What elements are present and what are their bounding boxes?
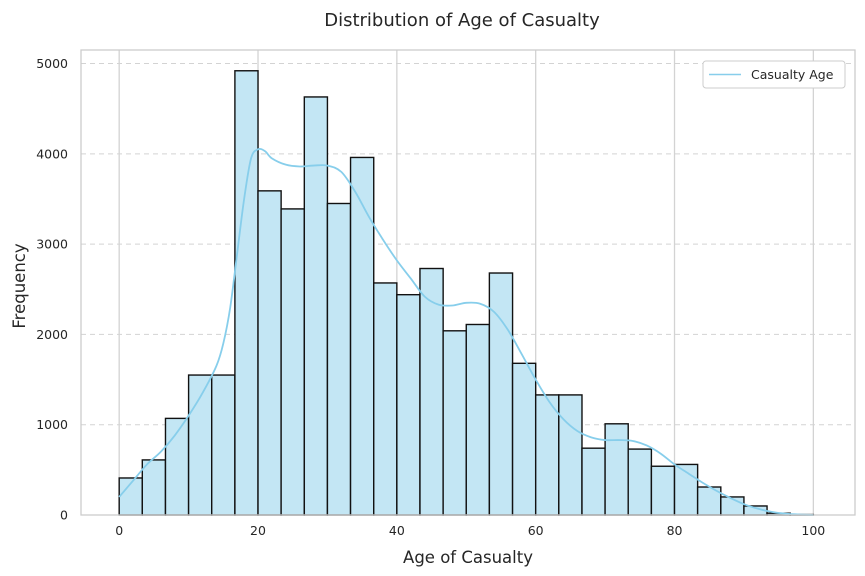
histogram-bar (488, 272, 514, 516)
histogram-bar (534, 394, 560, 516)
histogram-bar (373, 282, 398, 516)
histogram-bar (604, 423, 629, 516)
x-tick-label: 0 (115, 523, 123, 538)
x-tick-label: 60 (528, 523, 544, 538)
kde-line-casualty-age (118, 147, 814, 516)
histogram-bar (349, 156, 375, 516)
x-tick-label: 80 (667, 523, 683, 538)
histogram-bar (511, 362, 537, 516)
x-axis-label: Age of Casualty (403, 548, 533, 567)
y-tick-label: 0 (60, 508, 68, 523)
histogram-bar (211, 374, 236, 516)
histogram-bar (558, 394, 583, 516)
y-axis-label: Frequency (10, 243, 29, 328)
histogram-bar (280, 208, 306, 516)
histogram-bar (303, 96, 329, 516)
y-tick-label: 3000 (36, 237, 68, 252)
histogram-bar (442, 330, 467, 516)
plot-frame (80, 49, 856, 516)
y-tick-labels: 0 1000 2000 3000 4000 5000 (36, 56, 68, 522)
x-tick-label: 20 (250, 523, 266, 538)
histogram-bar (465, 323, 491, 516)
histogram-bar (141, 459, 167, 516)
histogram-bar (581, 447, 606, 516)
y-tick-label: 2000 (36, 327, 68, 342)
x-tick-label: 40 (389, 523, 405, 538)
y-tick-label: 5000 (36, 56, 68, 71)
chart-title: Distribution of Age of Casualty (324, 10, 600, 31)
histogram-bar (627, 448, 653, 516)
legend-box (702, 60, 846, 89)
legend-label-casualty-age: Casualty Age (751, 67, 834, 82)
histogram-bar (650, 465, 676, 516)
histogram-bar (396, 293, 421, 516)
legend: Casualty Age (702, 60, 846, 89)
histogram-bar (234, 70, 259, 516)
y-tick-label: 1000 (36, 417, 68, 432)
histogram-bar (257, 190, 282, 516)
kde-layer (118, 147, 814, 516)
histogram-bar (326, 202, 352, 516)
x-tick-label: 100 (801, 523, 825, 538)
bars-layer (118, 70, 815, 516)
x-tick-labels: 0 20 40 60 80 100 (115, 523, 825, 538)
y-tick-label: 4000 (36, 146, 68, 161)
